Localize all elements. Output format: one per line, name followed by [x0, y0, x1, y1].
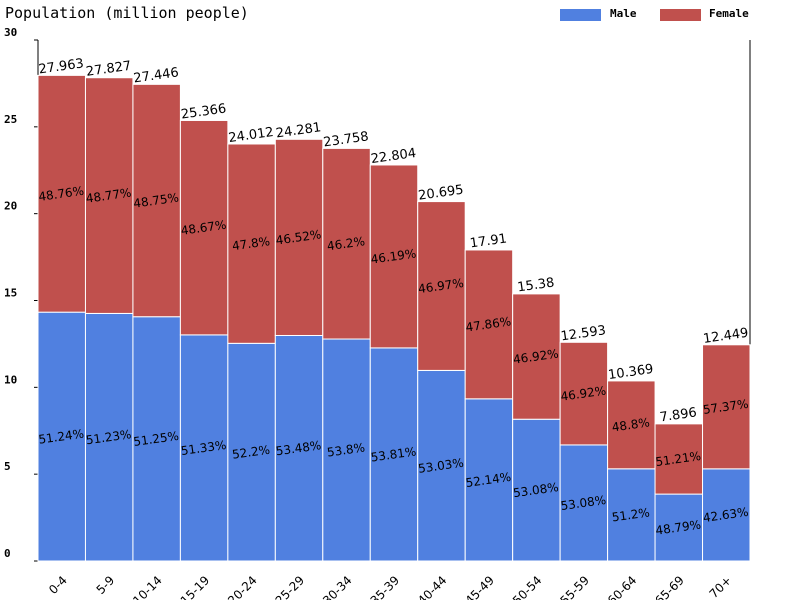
- bar-female: [37, 74, 86, 313]
- chart-title: Population (million people): [5, 4, 249, 22]
- bar-total-label: 15.38: [516, 275, 555, 295]
- x-tick-label: 10-14: [130, 573, 165, 600]
- bar-total-label: 7.896: [659, 405, 698, 425]
- male-percent-label: 51.2%: [611, 505, 651, 524]
- bar-female: [654, 423, 704, 495]
- male-percent-label: 53.08%: [512, 480, 559, 500]
- bar-total-label: 10.369: [607, 362, 654, 383]
- bar-female: [702, 344, 751, 470]
- bar-female: [322, 147, 371, 340]
- male-percent-label: 53.8%: [326, 440, 366, 459]
- bar-total-label: 27.963: [38, 56, 85, 77]
- male-percent-label: 51.23%: [85, 427, 132, 447]
- male-percent-label: 53.81%: [370, 444, 417, 464]
- bar-male: [559, 444, 609, 562]
- x-tick-label: 40-44: [415, 573, 450, 600]
- female-percent-label: 46.19%: [370, 246, 417, 266]
- bar-total-label: 12.593: [560, 323, 607, 344]
- bar-male: [227, 342, 276, 562]
- y-tick-label: 20: [4, 200, 17, 213]
- bar-female: [607, 380, 656, 470]
- male-percent-label: 53.03%: [417, 456, 464, 476]
- male-percent-label: 53.08%: [560, 493, 607, 513]
- bar-total-label: 22.804: [370, 146, 417, 167]
- x-tick-label: 30-34: [320, 573, 355, 600]
- female-percent-label: 48.67%: [180, 218, 227, 238]
- bar-total-label: 25.366: [180, 101, 227, 122]
- female-percent-label: 48.8%: [611, 415, 651, 434]
- bar-male: [274, 334, 324, 562]
- female-percent-label: 46.92%: [560, 384, 607, 404]
- male-percent-label: 52.2%: [231, 443, 271, 462]
- female-percent-label: 48.75%: [132, 190, 179, 210]
- y-tick-label: 30: [4, 26, 17, 39]
- x-tick-label: 65-69: [652, 573, 687, 600]
- bar-male: [179, 334, 229, 562]
- x-axis: 0-4 5-9 10-14 15-19 20-24 25-29 30-34 35-39 40-4…: [46, 573, 734, 600]
- bar-total-label: 17.91: [469, 231, 508, 251]
- y-tick-label: 0: [4, 547, 11, 560]
- male-percent-label: 51.25%: [132, 429, 179, 449]
- male-percent-label: 48.79%: [655, 517, 702, 537]
- female-percent-label: 47.8%: [231, 234, 271, 253]
- x-tick-label: 15-19: [178, 573, 213, 600]
- y-tick-label: 15: [4, 287, 17, 300]
- bar-male: [654, 493, 704, 562]
- x-tick-label: 70+: [707, 573, 735, 600]
- bar-female: [227, 143, 276, 344]
- male-percent-label: 52.14%: [465, 470, 512, 490]
- bar-total-label: 27.827: [85, 59, 132, 80]
- x-tick-label: 55-59: [557, 573, 592, 600]
- bar-female: [464, 249, 514, 400]
- female-percent-label: 46.97%: [417, 276, 464, 296]
- male-percent-label: 51.33%: [180, 438, 227, 458]
- bars: [37, 74, 751, 562]
- y-tick-label: 10: [4, 373, 17, 386]
- x-tick-label: 50-54: [510, 573, 545, 600]
- legend: Male Female: [560, 7, 749, 21]
- x-tick-label: 35-39: [368, 573, 403, 600]
- male-percent-label: 42.63%: [702, 505, 749, 525]
- male-percent-label: 53.48%: [275, 438, 322, 458]
- bar-female: [84, 77, 134, 314]
- bar-female: [559, 341, 609, 446]
- bar-total-label: 12.449: [702, 326, 749, 347]
- x-tick-label: 5-9: [94, 573, 118, 597]
- x-tick-label: 45-49: [462, 573, 497, 600]
- legend-label: Male: [610, 7, 637, 20]
- data-labels: 27.963 48.76% 51.24% 27.827 48.77% 51.23% 27.4…: [38, 56, 750, 537]
- x-tick-label: 0-4: [46, 573, 70, 597]
- legend-swatch: [560, 9, 601, 21]
- bar-total-label: 23.758: [322, 129, 369, 150]
- female-percent-label: 47.86%: [465, 314, 512, 334]
- bar-total-label: 27.446: [133, 65, 180, 86]
- x-tick-label: 60-64: [605, 573, 640, 600]
- female-percent-label: 48.77%: [85, 186, 132, 206]
- bar-total-label: 20.695: [417, 183, 464, 204]
- bar-female: [132, 83, 181, 318]
- legend-swatch: [660, 9, 701, 21]
- female-percent-label: 46.92%: [512, 346, 559, 366]
- female-percent-label: 48.76%: [38, 184, 85, 204]
- bar-female: [417, 201, 466, 371]
- female-percent-label: 46.2%: [326, 234, 366, 253]
- bar-male: [84, 312, 134, 562]
- bar-male: [702, 468, 751, 562]
- y-tick-label: 5: [4, 460, 11, 473]
- bar-male: [607, 468, 656, 562]
- female-percent-label: 46.52%: [275, 227, 322, 247]
- bar-male: [132, 316, 181, 562]
- legend-label: Female: [709, 7, 749, 20]
- female-percent-label: 57.37%: [702, 397, 749, 417]
- bar-female: [179, 119, 229, 336]
- bar-total-label: 24.012: [228, 125, 275, 146]
- x-tick-label: 20-24: [225, 573, 260, 600]
- x-tick-label: 25-29: [273, 573, 308, 600]
- y-tick-label: 25: [4, 113, 17, 126]
- female-percent-label: 51.21%: [655, 449, 702, 469]
- bar-total-label: 24.281: [275, 120, 322, 141]
- male-percent-label: 51.24%: [38, 427, 85, 447]
